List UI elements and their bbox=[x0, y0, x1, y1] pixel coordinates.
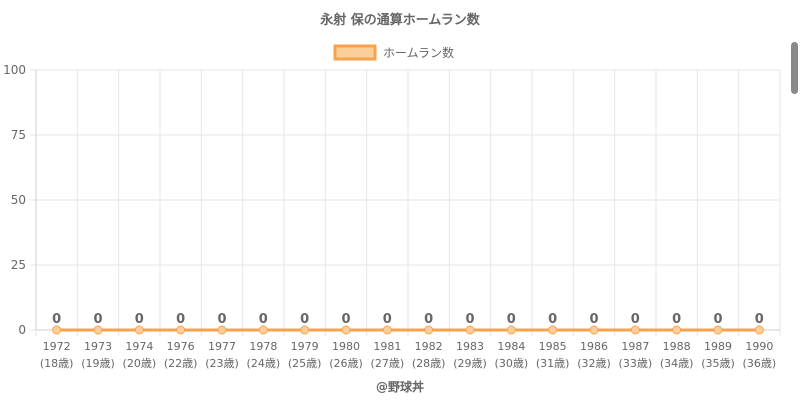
x-tick-label: 1979 bbox=[291, 340, 319, 353]
legend[interactable]: ホームラン数 bbox=[333, 44, 454, 61]
data-point bbox=[465, 325, 475, 335]
data-label: 0 bbox=[93, 312, 102, 327]
data-label: 0 bbox=[465, 312, 474, 327]
data-label: 0 bbox=[507, 312, 516, 327]
x-tick-label: 1984 bbox=[497, 340, 525, 353]
x-tick-label: 1974 bbox=[125, 340, 153, 353]
series-hr bbox=[52, 325, 764, 335]
data-point bbox=[424, 325, 434, 335]
x-tick-sublabel: (25歳) bbox=[288, 357, 322, 370]
x-tick-label: 1985 bbox=[539, 340, 567, 353]
data-point bbox=[589, 325, 599, 335]
x-tick-label: 1981 bbox=[373, 340, 401, 353]
x-tick-sublabel: (18歳) bbox=[40, 357, 74, 370]
x-tick-sublabel: (20歳) bbox=[123, 357, 157, 370]
x-tick-label: 1972 bbox=[43, 340, 71, 353]
y-tick-label: 0 bbox=[18, 323, 26, 337]
data-point bbox=[754, 325, 764, 335]
x-tick-sublabel: (27歳) bbox=[371, 357, 405, 370]
x-tick-label: 1976 bbox=[167, 340, 195, 353]
x-tick-sublabel: (30歳) bbox=[495, 357, 529, 370]
x-tick-sublabel: (32歳) bbox=[577, 357, 611, 370]
data-label: 0 bbox=[672, 312, 681, 327]
legend-label: ホームラン数 bbox=[383, 45, 454, 60]
data-label: 0 bbox=[631, 312, 640, 327]
data-point bbox=[217, 325, 227, 335]
y-tick-label: 50 bbox=[11, 193, 26, 207]
x-tick-sublabel: (23歳) bbox=[205, 357, 239, 370]
data-label: 0 bbox=[300, 312, 309, 327]
legend-swatch bbox=[333, 44, 377, 61]
x-tick-sublabel: (29歳) bbox=[453, 357, 487, 370]
x-tick-sublabel: (24歳) bbox=[247, 357, 281, 370]
x-tick-label: 1980 bbox=[332, 340, 360, 353]
x-tick-sublabel: (28歳) bbox=[412, 357, 446, 370]
y-tick-label: 25 bbox=[11, 258, 26, 272]
data-point bbox=[134, 325, 144, 335]
x-tick-label: 1987 bbox=[621, 340, 649, 353]
data-point bbox=[93, 325, 103, 335]
x-tick-label: 1989 bbox=[704, 340, 732, 353]
data-point bbox=[258, 325, 268, 335]
grid bbox=[30, 69, 781, 336]
y-tick-label: 100 bbox=[3, 63, 26, 77]
x-tick-label: 1983 bbox=[456, 340, 484, 353]
y-tick-label: 75 bbox=[11, 128, 26, 142]
data-point bbox=[300, 325, 310, 335]
x-tick-sublabel: (19歳) bbox=[81, 357, 115, 370]
data-point bbox=[382, 325, 392, 335]
data-label: 0 bbox=[424, 312, 433, 327]
data-point bbox=[506, 325, 516, 335]
data-point bbox=[630, 325, 640, 335]
x-tick-label: 1973 bbox=[84, 340, 112, 353]
data-label: 0 bbox=[52, 312, 61, 327]
x-tick-label: 1988 bbox=[663, 340, 691, 353]
chart-title: 永射 保の通算ホームラン数 bbox=[319, 12, 480, 28]
axes: 0 25 50 75 100 1972 (18歳) 1973 (19歳) 1974 (20歳) 197… bbox=[3, 63, 780, 370]
x-tick-sublabel: (26歳) bbox=[329, 357, 363, 370]
x-tick-sublabel: (33歳) bbox=[619, 357, 653, 370]
chart-footer: @野球丼 bbox=[376, 379, 424, 394]
x-tick-label: 1978 bbox=[249, 340, 277, 353]
data-point bbox=[341, 325, 351, 335]
x-tick-label: 1990 bbox=[745, 340, 773, 353]
data-label: 0 bbox=[341, 312, 350, 327]
data-label: 0 bbox=[383, 312, 392, 327]
data-label: 0 bbox=[176, 312, 185, 327]
data-label: 0 bbox=[217, 312, 226, 327]
x-tick-sublabel: (36歳) bbox=[743, 357, 777, 370]
x-tick-sublabel: (35歳) bbox=[701, 357, 735, 370]
data-label: 0 bbox=[548, 312, 557, 327]
data-label: 0 bbox=[589, 312, 598, 327]
data-label: 0 bbox=[755, 312, 764, 327]
x-tick-label: 1977 bbox=[208, 340, 236, 353]
data-point bbox=[548, 325, 558, 335]
data-labels: 0 0 0 0 0 0 0 0 0 0 0 0 0 0 0 0 0 0 bbox=[52, 312, 764, 327]
data-point bbox=[672, 325, 682, 335]
data-point bbox=[713, 325, 723, 335]
data-label: 0 bbox=[713, 312, 722, 327]
x-tick-label: 1982 bbox=[415, 340, 443, 353]
data-label: 0 bbox=[259, 312, 268, 327]
x-tick-sublabel: (31歳) bbox=[536, 357, 570, 370]
data-point bbox=[52, 325, 62, 335]
x-tick-label: 1986 bbox=[580, 340, 608, 353]
data-point bbox=[176, 325, 186, 335]
x-tick-sublabel: (34歳) bbox=[660, 357, 694, 370]
scrollbar-thumb[interactable] bbox=[791, 42, 798, 94]
x-tick-sublabel: (22歳) bbox=[164, 357, 198, 370]
data-label: 0 bbox=[135, 312, 144, 327]
